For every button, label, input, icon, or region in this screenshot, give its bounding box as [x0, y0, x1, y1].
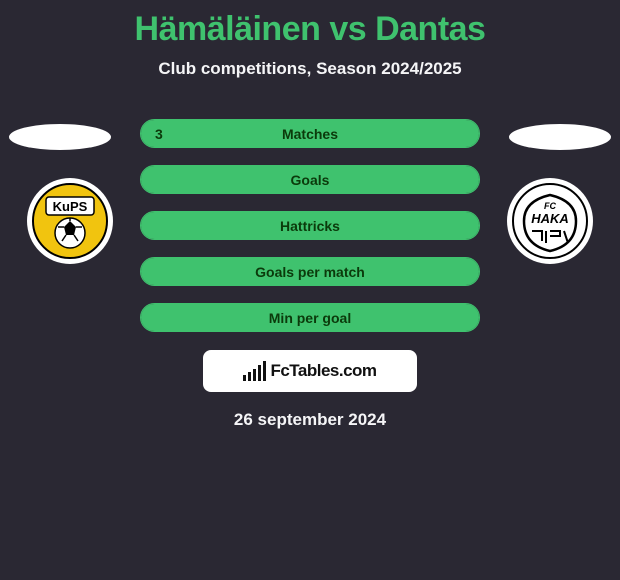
stat-label: Goals	[291, 172, 330, 188]
date-label: 26 september 2024	[0, 410, 620, 430]
watermark-bar	[263, 361, 266, 381]
player-left-silhouette	[9, 124, 111, 150]
stat-bar-goals-per-match: Goals per match	[140, 257, 480, 286]
watermark-bar	[258, 365, 261, 381]
watermark-bar	[243, 375, 246, 381]
haka-logo-icon: FC HAKA	[512, 183, 588, 259]
watermark-bar	[253, 369, 256, 381]
stat-bar-goals: Goals	[140, 165, 480, 194]
page-title: Hämäläinen vs Dantas	[0, 0, 620, 49]
watermark-bars-icon	[243, 361, 266, 381]
stat-label: Goals per match	[255, 264, 365, 280]
subtitle: Club competitions, Season 2024/2025	[0, 59, 620, 79]
player-right-silhouette	[509, 124, 611, 150]
stat-label: Min per goal	[269, 310, 351, 326]
watermark: FcTables.com	[203, 350, 417, 392]
club-badge-right: FC HAKA	[507, 178, 593, 264]
kups-logo-icon: KuPS	[32, 183, 108, 259]
svg-text:FC: FC	[544, 201, 556, 211]
stat-bar-matches: 3 Matches	[140, 119, 480, 148]
stat-bar-hattricks: Hattricks	[140, 211, 480, 240]
watermark-text: FcTables.com	[270, 361, 376, 381]
kups-text: KuPS	[53, 199, 88, 214]
club-badge-left: KuPS	[27, 178, 113, 264]
stat-bar-min-per-goal: Min per goal	[140, 303, 480, 332]
svg-text:HAKA: HAKA	[531, 211, 569, 226]
watermark-bar	[248, 372, 251, 381]
stat-label: Matches	[282, 126, 338, 142]
stat-left-value: 3	[155, 126, 163, 142]
stat-label: Hattricks	[280, 218, 340, 234]
